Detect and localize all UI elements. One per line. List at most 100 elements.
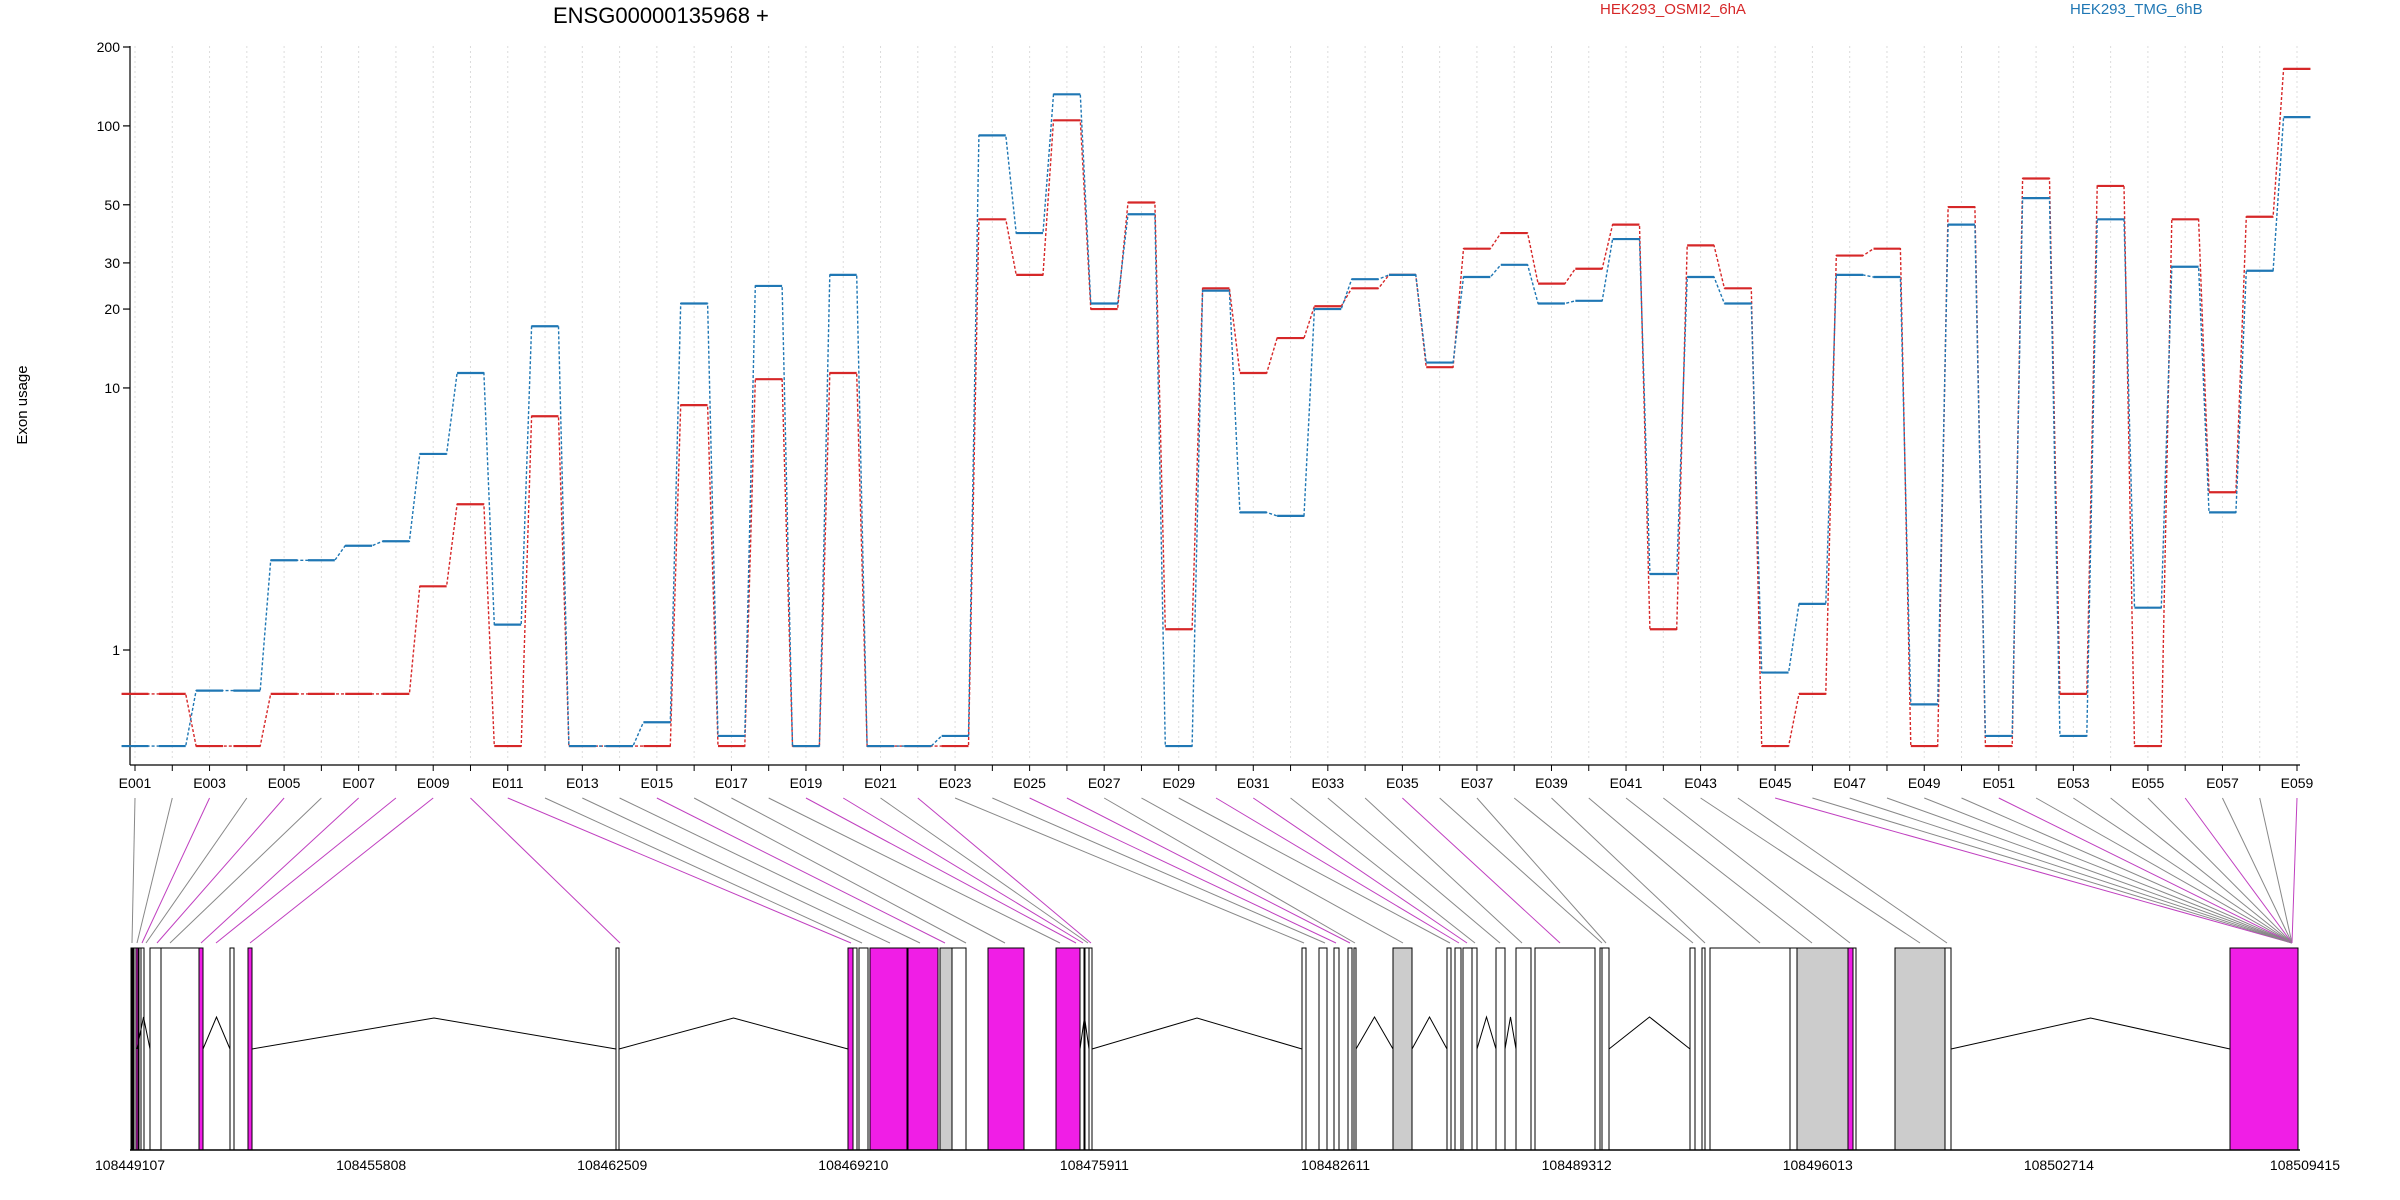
x-tick-label: E043 [1684, 775, 1717, 791]
x-tick-label: E041 [1610, 775, 1643, 791]
x-tick-label: E055 [2132, 775, 2165, 791]
x-tick-label: E037 [1461, 775, 1494, 791]
exon-box [131, 947, 135, 1151]
exon-connector [1775, 797, 2293, 944]
exon-connector [136, 797, 173, 944]
exon-connector [1029, 797, 1337, 944]
exon-connector [731, 797, 1006, 944]
intron-line [202, 1015, 231, 1050]
coordinate-label: 108496013 [1783, 1157, 1853, 1173]
exon-box [1847, 947, 1854, 1151]
x-tick-label: E059 [2281, 775, 2314, 791]
exon-box [1495, 947, 1506, 1151]
exon-connector [507, 797, 852, 944]
exon-box [1055, 947, 1081, 1151]
exon-connector [1103, 797, 1356, 944]
x-tick-label: E049 [1908, 775, 1941, 791]
exon-connector [619, 797, 921, 944]
exon-connector [2147, 797, 2293, 944]
exon-connector [249, 797, 434, 944]
exon-box [247, 947, 253, 1151]
exon-box [1852, 947, 1857, 1151]
exon-connector [544, 797, 863, 944]
coordinate-label: 108455808 [336, 1157, 406, 1173]
y-tick-label: 200 [97, 39, 121, 55]
exon-box [939, 947, 953, 1151]
exon-connector [1252, 797, 1468, 944]
exon-connector [1961, 797, 2293, 944]
y-tick-label: 100 [97, 118, 121, 134]
x-tick-label: E017 [715, 775, 748, 791]
x-tick-label: E051 [1982, 775, 2015, 791]
exon-connector [805, 797, 1077, 944]
exon-box [1462, 947, 1473, 1151]
x-tick-label: E045 [1759, 775, 1792, 791]
exon-connector [1290, 797, 1476, 944]
exon-connector [1737, 797, 1948, 944]
exon-connector [1513, 797, 1694, 944]
exon-connector [200, 797, 359, 944]
exon-box [1353, 947, 1357, 1151]
exon-connector [1141, 797, 1404, 944]
exon-box [198, 947, 204, 1151]
exon-connector [215, 797, 397, 944]
intron-line [136, 1016, 151, 1050]
data-series [121, 67, 2311, 748]
exon-box [1471, 947, 1478, 1151]
exon-connectors [131, 797, 2298, 944]
exon-connector [880, 797, 1089, 944]
x-tick-label: E005 [268, 775, 301, 791]
legend-series-2: HEK293_TMG_6hB [2070, 1, 2203, 18]
exon-connector [1364, 797, 1523, 944]
exon-box [1088, 947, 1093, 1151]
x-tick-label: E019 [790, 775, 823, 791]
exon-box [1392, 947, 1413, 1151]
x-tick-label: E047 [1833, 775, 1866, 791]
y-axis-label: Exon usage [14, 365, 31, 444]
exon-box [858, 947, 869, 1151]
intron-line [251, 1017, 617, 1050]
exon-connector [656, 797, 946, 944]
exon-connector [1066, 797, 1351, 944]
exon-box [987, 947, 1025, 1151]
exon-box [1701, 947, 1706, 1151]
exon-connector [1625, 797, 1813, 944]
exon-box [847, 947, 854, 1151]
exon-box [1515, 947, 1532, 1151]
x-tick-label: E001 [119, 775, 152, 791]
x-tick-label: E039 [1535, 775, 1568, 791]
exon-connector [2073, 797, 2293, 944]
y-tick-label: 10 [104, 380, 120, 396]
x-tick-label: E035 [1386, 775, 1419, 791]
exon-box [1084, 947, 1090, 1151]
intron-line [1091, 1017, 1303, 1050]
exon-box [140, 947, 145, 1151]
exon-box [1318, 947, 1328, 1151]
exon-box [160, 947, 201, 1151]
exon-connector [1476, 797, 1607, 944]
gene-model: 108449107 108455808 108462509 108469210 1084… [95, 947, 2340, 1173]
intron-line [1950, 1017, 2231, 1050]
coordinate-label: 108509415 [2270, 1157, 2340, 1173]
exon-box [149, 947, 162, 1151]
exon-connector [1700, 797, 1921, 944]
exon-connector [2110, 797, 2293, 944]
intron-line [1079, 1016, 1090, 1050]
chart-title: ENSG00000135968 + [553, 3, 769, 28]
exon-connector [2259, 797, 2293, 944]
y-tick-label: 50 [104, 197, 120, 213]
exon-box [1454, 947, 1462, 1151]
exon-connector [1663, 797, 1851, 944]
intron-line [1411, 1015, 1448, 1050]
exon-connector [1849, 797, 2293, 944]
exon-box [2229, 947, 2299, 1151]
x-tick-label: E027 [1088, 775, 1121, 791]
exon-box [1333, 947, 1340, 1151]
exon-box [1796, 947, 1849, 1151]
exon-connector [693, 797, 967, 944]
coordinate-label: 108489312 [1542, 1157, 1612, 1173]
exon-box [1789, 947, 1798, 1151]
exon-connector [1551, 797, 1706, 944]
exon-box [1601, 947, 1610, 1151]
exon-connector [1402, 797, 1561, 944]
